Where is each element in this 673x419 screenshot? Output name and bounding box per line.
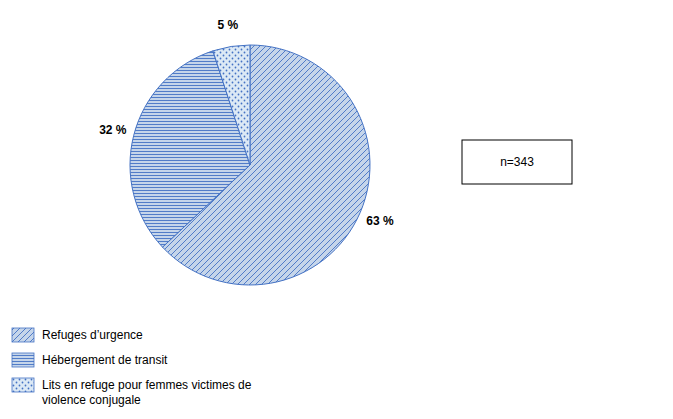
background (0, 0, 673, 419)
data-label: 32 % (99, 123, 127, 137)
legend-item: Refuges d’urgence (12, 328, 143, 343)
annotation: n=343 (462, 140, 572, 184)
chart-container: 63 % 32 % 5 % n=343 Refuges d’urgence Héberge… (0, 0, 673, 419)
annotation-box (462, 140, 572, 184)
legend-item: Hébergement de transit (12, 353, 168, 368)
data-label: 63 % (366, 214, 394, 228)
legend-swatch (12, 328, 34, 342)
legend-label: Lits en refuge pour femmes victimes devi… (42, 378, 252, 407)
data-labels: 63 % 32 % 5 % (99, 18, 394, 228)
legend: Refuges d’urgence Hébergement de transit L… (12, 328, 252, 407)
chart: 63 % 32 % 5 % n=343 Refuges d’urgence Héberge… (0, 0, 673, 419)
pie (130, 45, 370, 285)
legend-swatch (12, 378, 34, 392)
data-label: 5 % (218, 18, 239, 32)
legend-label: Refuges d’urgence (42, 328, 143, 342)
legend-item: Lits en refuge pour femmes victimes devi… (12, 378, 252, 407)
legend-label: Hébergement de transit (42, 353, 168, 367)
annotation-text: n=343 (500, 155, 534, 169)
legend-swatch (12, 353, 34, 367)
pie-slice (213, 45, 250, 165)
